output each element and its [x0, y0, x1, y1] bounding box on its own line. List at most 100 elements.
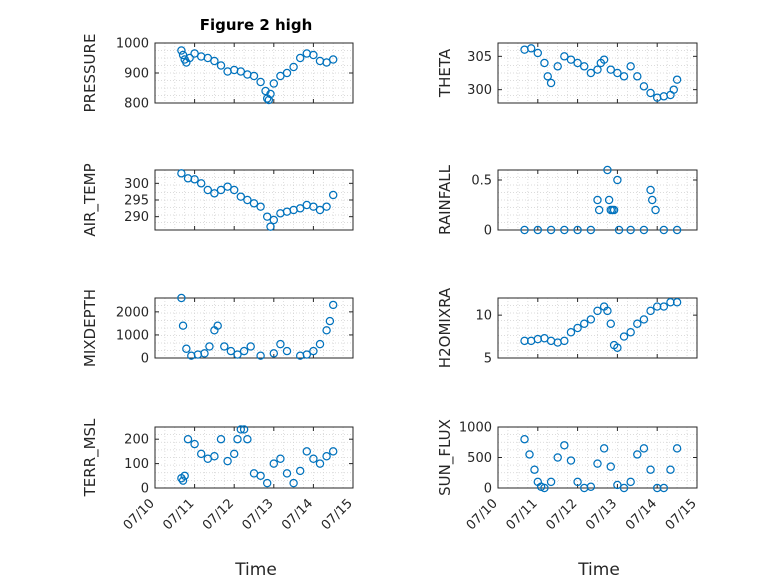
data-point — [672, 444, 682, 453]
y-axis-label: H2OMIXRA — [436, 287, 454, 368]
data-point — [613, 175, 622, 185]
data-point — [593, 306, 602, 316]
data-point — [633, 450, 642, 459]
data-point — [540, 483, 549, 493]
y-axis-label: AIR_TEMP — [81, 163, 100, 236]
data-point — [210, 56, 219, 66]
y-axis-label: TERR_MSL — [81, 418, 100, 497]
data-point — [295, 466, 305, 476]
data-point — [223, 456, 232, 466]
data-point — [216, 434, 226, 444]
data-point — [295, 53, 305, 63]
data-point — [651, 205, 660, 215]
data-point — [593, 459, 602, 468]
data-point — [210, 189, 219, 198]
data-point — [178, 50, 188, 60]
data-point — [613, 68, 622, 78]
y-tick-label: 300 — [124, 177, 149, 192]
data-point — [256, 351, 265, 360]
data-point — [594, 205, 604, 215]
data-point — [196, 449, 206, 459]
y-axis-label: RAINFALL — [436, 164, 454, 235]
data-point — [659, 302, 669, 311]
data-point — [672, 75, 682, 84]
data-point — [328, 55, 338, 64]
data-point — [560, 225, 569, 235]
data-point — [613, 480, 622, 490]
data-point — [229, 185, 239, 195]
data-point — [646, 88, 655, 98]
y-tick-label: 0 — [141, 352, 149, 367]
data-point — [269, 349, 279, 358]
data-point — [182, 344, 191, 353]
data-point — [599, 444, 609, 453]
data-point — [639, 82, 649, 91]
y-axis-label: SUN_FLUX — [436, 419, 455, 496]
data-point — [619, 332, 629, 341]
y-tick-label: 300 — [467, 83, 492, 98]
data-point — [256, 77, 265, 87]
data-point — [282, 346, 292, 356]
data-point — [322, 58, 331, 67]
y-tick-label: 305 — [467, 50, 492, 65]
data-point — [236, 192, 246, 201]
data-point — [295, 204, 305, 213]
data-point — [603, 306, 612, 316]
data-point — [586, 482, 596, 492]
data-point — [177, 169, 186, 178]
data-point — [533, 48, 543, 58]
data-point — [309, 50, 318, 60]
data-point — [626, 477, 635, 487]
data-point — [220, 342, 229, 351]
data-point — [672, 298, 682, 307]
chart-title: Figure 2 high — [200, 16, 313, 34]
panel-pressure: 800 900 1000 PRESSURE — [81, 34, 354, 113]
data-point — [229, 449, 239, 459]
y-tick-label: 1000 — [116, 37, 149, 52]
data-point — [233, 434, 242, 444]
y-axis-label: PRESSURE — [81, 34, 99, 113]
data-point — [560, 336, 569, 346]
data-point — [543, 72, 552, 81]
data-point — [325, 316, 335, 326]
data-point — [264, 95, 274, 105]
data-point — [178, 321, 188, 330]
y-tick-label: 0 — [141, 482, 149, 497]
data-point — [236, 67, 246, 76]
data-point — [530, 465, 539, 474]
data-point — [315, 459, 325, 468]
data-point — [185, 53, 194, 63]
data-point — [646, 306, 655, 316]
data-point — [328, 300, 338, 310]
data-point — [328, 190, 338, 200]
y-tick-label: 2000 — [116, 305, 149, 320]
axes-frame — [154, 426, 354, 489]
data-point — [269, 215, 279, 225]
y-tick-label: 1000 — [116, 328, 149, 343]
y-tick-label: 900 — [124, 67, 149, 82]
y-tick-label: 800 — [124, 97, 149, 112]
data-point — [190, 175, 199, 184]
data-point — [659, 225, 669, 235]
data-point — [573, 323, 582, 333]
y-tick-label: 0 — [484, 224, 492, 239]
data-point — [566, 328, 576, 337]
data-point — [659, 483, 669, 493]
data-point — [566, 456, 576, 465]
panel-rainfall: 0 0.5 RAINFALL — [436, 164, 698, 239]
y-tick-label: 100 — [124, 457, 149, 472]
data-point — [593, 65, 602, 74]
data-point — [526, 44, 536, 53]
y-tick-label: 1000 — [459, 421, 492, 436]
data-point — [302, 447, 312, 456]
data-point — [580, 62, 589, 71]
data-point — [609, 205, 619, 215]
data-point — [639, 315, 649, 324]
data-point — [328, 447, 338, 456]
data-point — [190, 49, 199, 58]
data-point — [614, 225, 624, 235]
data-point — [203, 53, 213, 63]
data-point — [282, 469, 292, 478]
